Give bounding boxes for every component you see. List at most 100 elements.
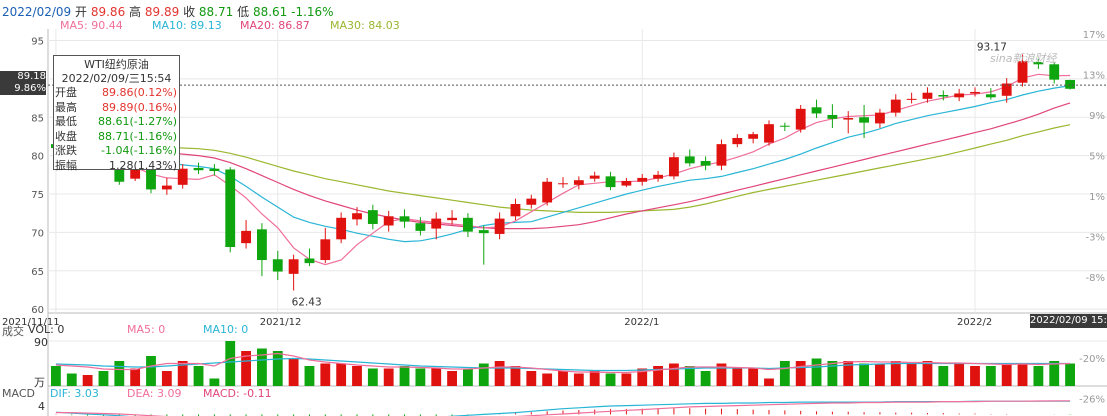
volume-bar — [779, 361, 790, 386]
pct-tick-label: 9% — [1089, 111, 1105, 122]
volume-bar — [764, 378, 774, 386]
sina-watermark: sina新浪财经 — [990, 52, 1057, 65]
volume-bar — [447, 371, 457, 386]
volume-bar — [66, 373, 77, 386]
ma5-line — [55, 73, 1071, 266]
candle-body — [621, 180, 632, 186]
tooltip-key: 涨跌 — [55, 144, 77, 157]
macd-dea-line — [55, 400, 1071, 416]
header-open-label: 开 — [75, 5, 88, 19]
volume-bar — [732, 368, 743, 386]
volume-bar — [177, 361, 188, 386]
macd-y-top: 4 — [38, 400, 45, 413]
cursor-time-box: 2022/02/09 15:54 — [1030, 314, 1107, 328]
volume-bar — [573, 373, 584, 386]
volume-bar — [288, 358, 299, 386]
candle-body — [1033, 62, 1044, 65]
candle-body — [146, 168, 156, 190]
tooltip-key: 最高 — [55, 100, 77, 114]
volume-bar — [463, 368, 473, 386]
volume-bar — [320, 363, 331, 386]
candle-body — [906, 98, 917, 100]
candle-body — [843, 118, 854, 120]
tooltip-value: -1.04(-1.16%) — [101, 144, 177, 157]
candle-body — [922, 92, 933, 99]
header-change-pct: -1.16% — [291, 5, 334, 19]
pct-tick-label: -20% — [1079, 354, 1105, 365]
candle-body — [336, 217, 347, 240]
tooltip-key: 开盘 — [55, 86, 77, 99]
candle-body — [304, 258, 315, 264]
volume-bar — [1017, 363, 1028, 386]
candle-body — [1049, 64, 1060, 80]
volume-bar — [859, 363, 869, 386]
candle-body — [811, 107, 822, 114]
volume-ma10: MA10: 0 — [203, 323, 249, 336]
candle-body — [177, 168, 188, 185]
volume-bar — [130, 368, 141, 386]
volume-bar — [352, 366, 362, 386]
volume-bar — [526, 371, 537, 386]
volume-bar — [748, 368, 759, 386]
volume-bar — [1033, 366, 1044, 386]
volume-bar — [875, 363, 885, 386]
volume-bar — [716, 363, 727, 386]
volume-bar — [257, 348, 267, 386]
candle-body — [970, 91, 980, 94]
candle-body — [352, 213, 362, 220]
candle-body — [764, 124, 774, 143]
price-annotation: 62.43 — [292, 297, 322, 309]
volume-bar — [1001, 363, 1012, 386]
volume-bar — [621, 373, 632, 386]
volume-bar — [938, 366, 949, 386]
price-tick-label: 70 — [31, 228, 44, 239]
candle-body — [1001, 83, 1012, 96]
volume-y-top: 90 — [34, 336, 48, 349]
price-tick-label: 65 — [31, 267, 44, 278]
header-high-label: 高 — [129, 5, 142, 19]
volume-bar — [241, 351, 251, 386]
candle-body — [241, 230, 251, 244]
pct-tick-label: -3% — [1086, 233, 1105, 244]
candle-body — [827, 114, 838, 119]
candle-body — [114, 161, 125, 182]
header-high: 89.89 — [144, 5, 180, 19]
volume-bar — [700, 371, 711, 386]
volume-bar — [954, 363, 965, 386]
volume-bar — [589, 371, 600, 386]
header-low: 88.61 — [252, 5, 288, 19]
volume-value: VOL: 0 — [28, 323, 65, 336]
candle-body — [431, 218, 442, 229]
volume-bar — [336, 363, 347, 386]
candle-body — [447, 217, 457, 221]
candle-body — [795, 108, 806, 130]
ma20-legend: MA20: 86.87 — [240, 19, 310, 32]
tooltip-row-change: 涨跌 -1.04(-1.16%) — [54, 144, 179, 159]
time-tick-label: 2022/2 — [957, 317, 992, 328]
volume-bar — [922, 361, 933, 386]
candle-body — [1017, 61, 1028, 83]
candle-body — [938, 95, 949, 97]
volume-label: 成交 — [2, 325, 24, 338]
tooltip-row-low: 最低 88.61(-1.27%) — [54, 115, 179, 130]
candle-body — [209, 168, 220, 171]
macd-value: MACD: -0.11 — [203, 387, 272, 400]
candle-body — [985, 94, 996, 98]
volume-bar — [272, 351, 283, 386]
candle-body — [257, 229, 267, 261]
macd-dea: DEA: 3.09 — [127, 387, 182, 400]
candle-body — [875, 112, 885, 124]
ma10-line — [55, 85, 1071, 243]
tooltip-value: 1.28(1.43%) — [108, 158, 177, 172]
volume-ma5: MA5: 0 — [127, 323, 166, 336]
volume-bar — [542, 373, 553, 386]
candle-body — [526, 198, 537, 205]
volume-bar — [383, 368, 394, 386]
tooltip-title: WTI纽约原油 — [84, 58, 149, 71]
ma30-legend: MA30: 84.03 — [330, 19, 400, 32]
volume-bar — [684, 366, 695, 386]
candle-body — [573, 180, 584, 185]
volume-bar — [843, 361, 854, 386]
